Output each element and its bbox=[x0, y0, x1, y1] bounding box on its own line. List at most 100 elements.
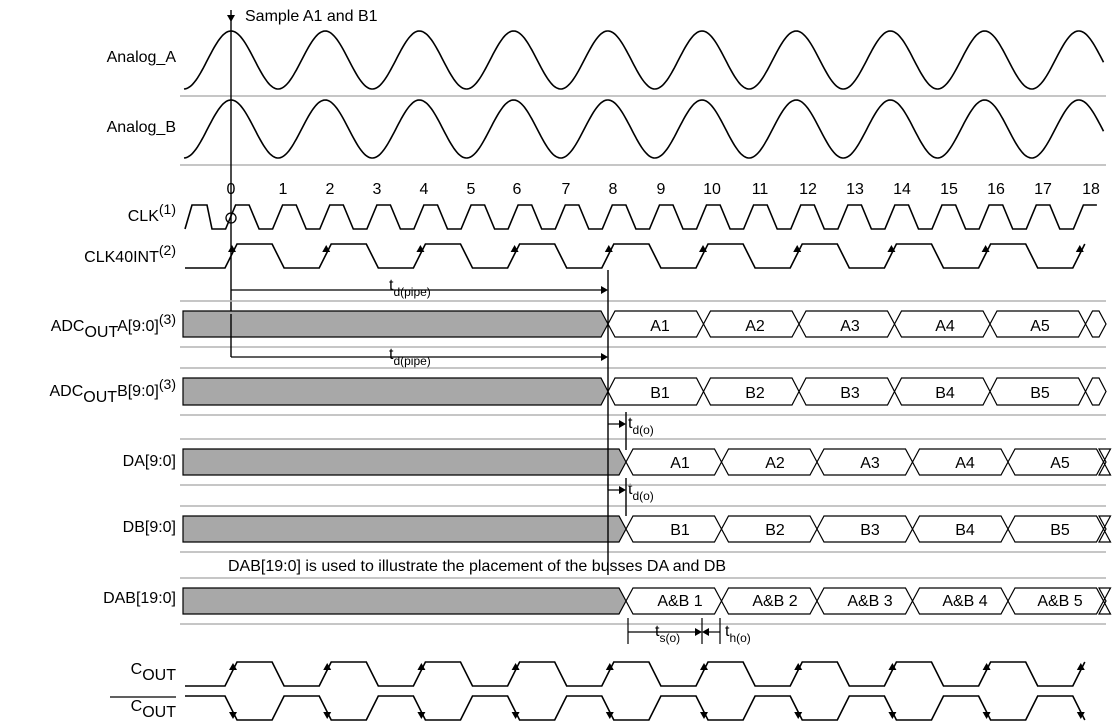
cout-bar-fall-arrow bbox=[417, 712, 426, 719]
bus-value: B1 bbox=[670, 522, 690, 539]
bus-value: B4 bbox=[935, 385, 955, 402]
da-bus-invalid-region bbox=[182, 448, 627, 476]
t-do-b-arrow-head bbox=[619, 486, 626, 494]
label-dab: DAB[19:0] bbox=[103, 590, 176, 607]
bus-value: A4 bbox=[955, 455, 975, 472]
cout-rise-arrow bbox=[417, 663, 426, 670]
adc-b-bus-cell bbox=[1084, 377, 1107, 406]
clock-tick-12: 12 bbox=[799, 181, 817, 198]
cout-bar-fall-arrow bbox=[982, 712, 991, 719]
clock-tick-13: 13 bbox=[846, 181, 864, 198]
clock-tick-4: 4 bbox=[420, 181, 429, 198]
clk40int-trace bbox=[185, 243, 1086, 269]
t-so-label: ts(o) bbox=[655, 623, 680, 645]
t-ho-arrow-head bbox=[702, 628, 709, 636]
db-bus-cell bbox=[1097, 515, 1112, 543]
sample-marker-arrow bbox=[227, 15, 235, 22]
bus-value: B4 bbox=[955, 522, 975, 539]
adc-a-bus-invalid-region bbox=[182, 310, 609, 338]
clock-tick-9: 9 bbox=[657, 181, 666, 198]
analog-b-wave bbox=[183, 99, 1105, 159]
cout-bar-fall-arrow bbox=[229, 712, 237, 719]
bus-value: B5 bbox=[1030, 385, 1050, 402]
label-analog-a: Analog_A bbox=[107, 49, 177, 66]
bus-value: A5 bbox=[1030, 318, 1050, 335]
bus-value: B2 bbox=[745, 385, 765, 402]
cout-bar-fall-arrow bbox=[888, 712, 897, 719]
bus-value: B3 bbox=[840, 385, 860, 402]
bus-value: B3 bbox=[860, 522, 880, 539]
clk-trace bbox=[184, 204, 1097, 230]
dab-values: A&B 1 A&B 2 A&B 3 A&B 4 A&B 5 bbox=[657, 593, 1082, 610]
bus-value: A&B 2 bbox=[752, 593, 797, 610]
cout-rise-arrow bbox=[888, 663, 897, 670]
cout-rise-arrow bbox=[511, 663, 520, 670]
label-analog-b: Analog_B bbox=[107, 119, 176, 136]
label-da: DA[9:0] bbox=[123, 453, 176, 470]
da-values: A1 A2 A3 A4 A5 bbox=[670, 455, 1070, 472]
clock-tick-6: 6 bbox=[513, 181, 522, 198]
label-db: DB[9:0] bbox=[123, 519, 176, 536]
clk40int-rise-arrow bbox=[604, 245, 613, 252]
clk40int-rise-arrow bbox=[228, 245, 236, 252]
cout-bar-fall-arrow bbox=[323, 712, 332, 719]
label-adc-out-b: ADCOUTB[9:0](3) bbox=[50, 376, 177, 406]
da-bus-cell bbox=[1097, 448, 1112, 476]
clk40int-rise-arrow bbox=[887, 245, 896, 252]
analog-a-wave bbox=[183, 30, 1105, 90]
t-so-arrow-head bbox=[695, 628, 702, 636]
clk40int-rise-arrow bbox=[981, 245, 990, 252]
bus-value: A&B 3 bbox=[847, 593, 892, 610]
waveforms bbox=[180, 10, 1112, 721]
clk40int-rise-arrow bbox=[416, 245, 425, 252]
clock-tick-17: 17 bbox=[1034, 181, 1052, 198]
bus-value: A1 bbox=[650, 318, 670, 335]
clock-tick-1: 1 bbox=[279, 181, 288, 198]
clock-tick-5: 5 bbox=[467, 181, 476, 198]
bus-value: A&B 4 bbox=[942, 593, 987, 610]
t-do-a-label: td(o) bbox=[628, 415, 654, 437]
label-clk40int: CLK40INT(2) bbox=[84, 242, 176, 266]
dab-note: DAB[19:0] is used to illustrate the plac… bbox=[228, 558, 726, 575]
label-cout-bar: COUT bbox=[131, 698, 177, 721]
cout-rise-arrow bbox=[229, 663, 237, 670]
clock-tick-16: 16 bbox=[987, 181, 1005, 198]
clk40int-rise-arrow bbox=[1075, 245, 1084, 252]
cout-bar-fall-arrow bbox=[794, 712, 803, 719]
cout-rise-arrow bbox=[982, 663, 991, 670]
db-bus-invalid-region bbox=[182, 515, 627, 543]
bus-value: A5 bbox=[1050, 455, 1070, 472]
t-dpipe-a-arrow-head bbox=[601, 286, 608, 294]
clock-tick-15: 15 bbox=[940, 181, 958, 198]
bus-value: A2 bbox=[745, 318, 765, 335]
clock-tick-10: 10 bbox=[703, 181, 721, 198]
cout-bar-trace bbox=[185, 695, 1086, 721]
t-do-a-arrow-head bbox=[619, 420, 626, 428]
clk40int-rise-arrow bbox=[322, 245, 331, 252]
bus-value: A3 bbox=[840, 318, 860, 335]
clock-tick-11: 11 bbox=[752, 181, 769, 198]
adc-b-values: B1 B2 B3 B4 B5 bbox=[650, 385, 1050, 402]
label-cout: COUT bbox=[131, 661, 177, 684]
clock-tick-8: 8 bbox=[609, 181, 618, 198]
clk-sample-circle bbox=[225, 212, 237, 224]
clk40int-rise-arrow bbox=[793, 245, 802, 252]
clock-tick-14: 14 bbox=[893, 181, 911, 198]
t-dpipe-a-label: td(pipe) bbox=[389, 277, 431, 299]
cout-bar-fall-arrow bbox=[605, 712, 614, 719]
adc-a-values: A1 A2 A3 A4 A5 bbox=[650, 318, 1050, 335]
dab-bus-cell bbox=[1097, 587, 1112, 615]
clock-tick-7: 7 bbox=[562, 181, 571, 198]
clock-tick-18: 18 bbox=[1082, 181, 1100, 198]
clock-tick-3: 3 bbox=[373, 181, 382, 198]
adc-b-bus-invalid-region bbox=[182, 377, 609, 406]
cout-rise-arrow bbox=[700, 663, 708, 670]
db-values: B1 B2 B3 B4 B5 bbox=[670, 522, 1070, 539]
dab-bus-invalid-region bbox=[182, 587, 627, 615]
t-do-b-label: td(o) bbox=[628, 481, 654, 503]
bus-value: B2 bbox=[765, 522, 785, 539]
label-adc-out-a: ADCOUTA[9:0](3) bbox=[51, 311, 176, 341]
cout-rise-arrow bbox=[1076, 663, 1085, 670]
cout-rise-arrow bbox=[323, 663, 332, 670]
